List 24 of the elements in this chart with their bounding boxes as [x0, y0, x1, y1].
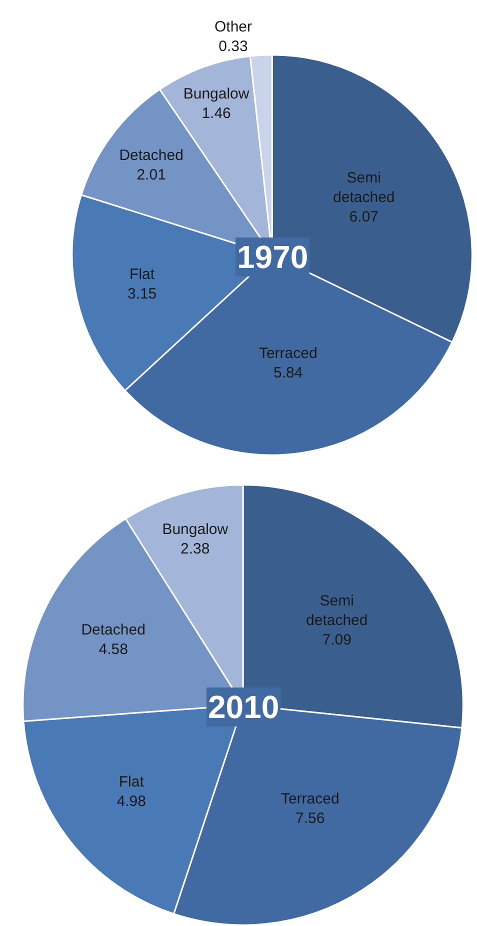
data-label: 2.01 — [136, 166, 166, 184]
slice-label: Bungalow — [162, 521, 228, 538]
data-label: 4.98 — [116, 793, 146, 810]
slice-label: Bungalow — [183, 85, 250, 102]
slice-label: Other — [214, 18, 252, 36]
slice-label: Terraced — [280, 790, 340, 808]
slice-label: Detached — [81, 621, 146, 638]
slice-label: Flat — [118, 774, 145, 791]
data-label: 7.09 — [322, 631, 352, 648]
slice-label: Semi detached — [333, 169, 395, 206]
data-label: 0.33 — [218, 38, 248, 56]
data-label: 3.15 — [127, 285, 157, 302]
data-label: 6.07 — [349, 208, 378, 226]
data-label: 2.38 — [180, 540, 210, 558]
slice-label: Terraced — [258, 345, 318, 362]
text: 2010 — [208, 689, 280, 725]
data-label: 1.46 — [202, 104, 231, 122]
data-label: 7.56 — [296, 810, 325, 828]
data-label: 5.84 — [274, 364, 303, 382]
slice-label: Flat — [130, 266, 156, 283]
slice-label: Semi detached — [306, 592, 368, 629]
text: 1970 — [237, 239, 308, 275]
slice-label: Detached — [119, 146, 184, 164]
data-label: 4.58 — [98, 640, 128, 658]
